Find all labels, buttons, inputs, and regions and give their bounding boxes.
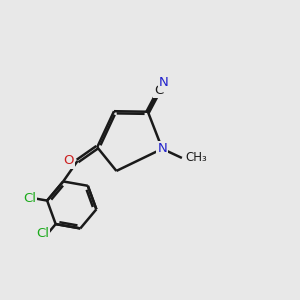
Text: O: O — [63, 154, 74, 167]
Text: C: C — [154, 84, 164, 97]
Text: Cl: Cl — [36, 227, 49, 240]
Text: CH₃: CH₃ — [185, 152, 207, 164]
Text: N: N — [158, 142, 167, 155]
Text: N: N — [159, 76, 168, 89]
Text: Cl: Cl — [23, 192, 36, 205]
